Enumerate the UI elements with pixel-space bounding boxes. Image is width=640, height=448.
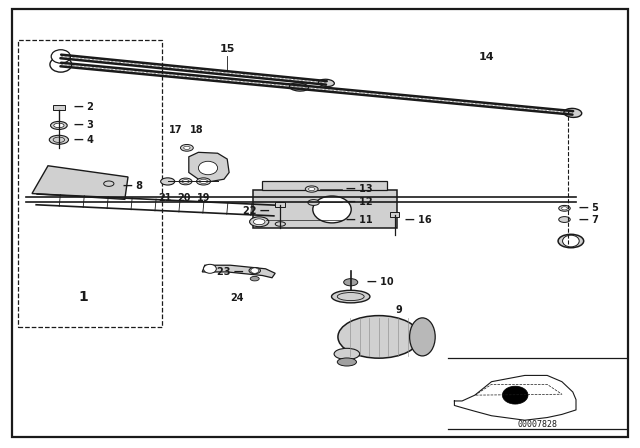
Ellipse shape [250,276,259,281]
Ellipse shape [289,83,308,91]
Ellipse shape [319,79,334,86]
Polygon shape [32,166,128,199]
Ellipse shape [338,315,420,358]
Text: — 12: — 12 [346,198,372,207]
Bar [275,202,285,207]
Circle shape [51,50,70,63]
Bar [53,105,65,110]
Ellipse shape [49,135,68,144]
Ellipse shape [179,178,192,185]
Text: 24: 24 [230,293,244,303]
Ellipse shape [334,349,360,359]
Ellipse shape [184,146,190,149]
Text: 15: 15 [220,44,235,54]
Bar [262,181,387,190]
Text: 00007828: 00007828 [518,420,557,429]
Ellipse shape [54,123,64,128]
Circle shape [56,59,67,66]
Ellipse shape [196,178,211,185]
Polygon shape [202,265,275,278]
Text: — 8: — 8 [123,181,143,191]
Ellipse shape [305,186,318,192]
Circle shape [502,386,528,404]
Ellipse shape [410,318,435,356]
Text: — 5: — 5 [579,203,599,213]
Ellipse shape [275,222,285,226]
Text: — 7: — 7 [579,215,599,224]
Ellipse shape [337,293,364,301]
Ellipse shape [337,358,356,366]
Text: 22 —: 22 — [243,206,270,215]
Ellipse shape [559,216,570,223]
Ellipse shape [53,137,65,142]
Circle shape [55,63,65,70]
Bar [253,190,397,228]
Text: — 16: — 16 [405,215,432,224]
Bar [390,212,399,217]
Ellipse shape [308,200,319,205]
Ellipse shape [344,279,358,286]
Text: 19: 19 [196,193,211,202]
Circle shape [313,196,351,223]
Text: 1: 1 [78,289,88,304]
Text: — 4: — 4 [74,135,93,145]
Text: — 2: — 2 [74,102,93,112]
Ellipse shape [558,234,584,248]
Ellipse shape [564,108,582,117]
Text: 18: 18 [190,125,204,135]
Text: 21: 21 [158,193,172,202]
Ellipse shape [51,121,67,129]
Ellipse shape [308,188,315,191]
Ellipse shape [200,179,207,184]
Circle shape [563,235,579,247]
Ellipse shape [559,205,570,211]
Text: — 11: — 11 [346,215,372,224]
Text: 23 —: 23 — [216,267,243,277]
Ellipse shape [253,219,265,225]
Text: — 13: — 13 [346,184,372,194]
Ellipse shape [182,180,189,183]
Ellipse shape [180,144,193,151]
Text: 17: 17 [169,125,183,135]
Circle shape [50,57,72,72]
Bar [18,40,162,327]
Circle shape [251,268,259,273]
Ellipse shape [249,267,260,274]
Ellipse shape [250,217,269,227]
Ellipse shape [161,178,175,185]
Text: — 10: — 10 [367,277,394,287]
Text: 20: 20 [177,193,191,202]
Circle shape [198,161,218,175]
Ellipse shape [332,290,370,303]
Text: 14: 14 [479,52,494,62]
Circle shape [204,264,216,273]
Polygon shape [189,152,229,181]
Ellipse shape [104,181,114,186]
Ellipse shape [562,207,568,210]
Text: — 3: — 3 [74,121,93,130]
Text: 9: 9 [396,305,403,315]
